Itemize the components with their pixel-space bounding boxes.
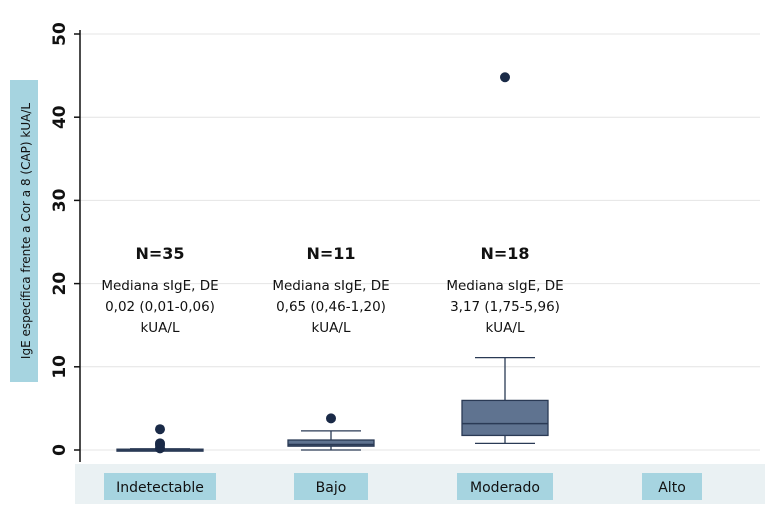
annotation-line: kUA/L [140, 320, 179, 336]
annotation-line: 0,02 (0,01-0,06) [105, 299, 215, 315]
y-tick-label: 10 [50, 355, 70, 379]
x-tick-label-box [457, 473, 553, 500]
annotations: N=35 Mediana sIgE, DE 0,02 (0,01-0,06) kUA/… [101, 244, 563, 336]
y-tick-label: 0 [50, 444, 70, 456]
outlier-point [500, 72, 510, 83]
x-tick-label-box [642, 473, 702, 500]
annotation-line: kUA/L [311, 320, 350, 336]
y-tick-label: 50 [50, 22, 70, 46]
x-tick-label-box [294, 473, 368, 500]
box-series [116, 72, 549, 454]
x-tick-label: Bajo [316, 480, 347, 496]
y-axis-label-box [10, 80, 38, 382]
outlier-point [326, 413, 336, 424]
y-tick-label: 40 [50, 105, 70, 129]
annotation-line: Mediana sIgE, DE [101, 278, 218, 294]
n-label: N=11 [306, 244, 355, 263]
y-axis-label: IgE específica frente a Cor a 8 (CAP) kU… [10, 80, 38, 382]
x-tick-label: Moderado [470, 480, 540, 496]
x-axis-labels: Indetectable Bajo Moderado Alto [104, 473, 702, 500]
box [287, 439, 375, 447]
y-axis-label-text: IgE específica frente a Cor a 8 (CAP) kU… [19, 103, 33, 359]
n-label: N=18 [480, 244, 529, 263]
annotation-line: kUA/L [485, 320, 524, 336]
annotation-line: Mediana sIgE, DE [446, 278, 563, 294]
y-axis-ticks: 0 10 20 30 40 50 [50, 22, 80, 456]
y-tick-label: 20 [50, 272, 70, 296]
box [461, 399, 549, 437]
x-tick-label: Alto [658, 480, 686, 496]
annotation-line: Mediana sIgE, DE [272, 278, 389, 294]
annotation-line: 3,17 (1,75-5,96) [450, 299, 560, 315]
x-tick-label-box [104, 473, 216, 500]
n-label: N=35 [135, 244, 184, 263]
y-tick-label: 30 [50, 188, 70, 212]
outlier-point [155, 438, 165, 449]
outlier-point [155, 424, 165, 435]
x-tick-label: Indetectable [116, 480, 204, 496]
annotation-line: 0,65 (0,46-1,20) [276, 299, 386, 315]
